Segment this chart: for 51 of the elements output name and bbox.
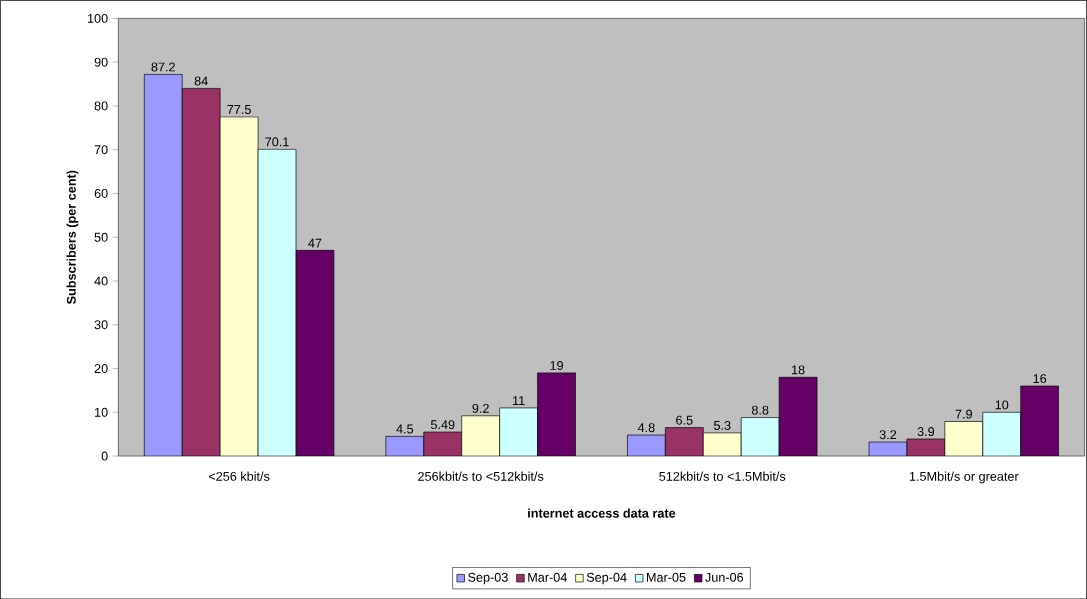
data-label: 87.2 — [151, 62, 175, 72]
legend-label: Mar-05 — [647, 572, 686, 582]
bar — [944, 420, 984, 456]
x-axis-title: internet access data rate — [528, 508, 676, 518]
data-label: 19 — [550, 360, 563, 370]
y-tick-label: 90 — [94, 57, 108, 67]
data-label: 6.5 — [676, 415, 693, 425]
y-tick-label: 0 — [101, 451, 108, 461]
y-tick-label: 60 — [94, 188, 108, 198]
data-label: 47 — [308, 238, 322, 248]
legend-label: Sep-03 — [468, 572, 508, 585]
y-axis-title: Subscribers (per cent) — [66, 170, 79, 304]
bar — [181, 87, 221, 456]
bar — [778, 376, 818, 456]
y-tick-label: 70 — [94, 145, 108, 154]
data-label: 8.8 — [751, 405, 769, 415]
y-tick-label: 80 — [94, 101, 108, 111]
bar — [461, 415, 500, 456]
data-label: 3.2 — [879, 429, 897, 439]
data-label: 11 — [512, 396, 525, 405]
data-label: 3.9 — [917, 426, 935, 436]
x-tick-label: 512kbit/s to <1.5Mbit/s — [659, 471, 786, 481]
data-label: 70.1 — [265, 137, 289, 147]
x-tick-label: 256kbit/s to <512kbit/s — [418, 471, 544, 481]
data-label: 18 — [792, 365, 805, 375]
data-label: 5.3 — [713, 420, 731, 430]
bar — [665, 427, 704, 456]
y-tick-label: 100 — [87, 13, 108, 23]
bar — [219, 116, 259, 456]
legend-label: Jun-06 — [705, 572, 744, 582]
data-label: 84 — [194, 76, 208, 86]
x-tick-label: <256 kbit/s — [208, 471, 270, 481]
y-tick-label: 50 — [94, 232, 108, 242]
legend-label: Mar-04 — [528, 572, 567, 582]
legend-label: Sep-04 — [586, 572, 627, 585]
data-label: 77.5 — [227, 104, 251, 114]
data-label: 4.8 — [637, 422, 655, 432]
bar — [1020, 385, 1059, 456]
y-tick-label: 20 — [94, 363, 108, 373]
x-tick-label: 1.5Mbit/s or greater — [909, 471, 1019, 484]
bar — [537, 372, 576, 456]
data-label: 9.2 — [472, 403, 489, 413]
data-label: 5.49 — [430, 419, 455, 429]
data-label: 10 — [995, 400, 1009, 410]
y-tick-label: 30 — [94, 320, 108, 330]
y-tick-label: 10 — [95, 407, 108, 417]
data-label: 4.5 — [396, 424, 414, 434]
y-tick-label: 40 — [94, 276, 108, 286]
bar — [295, 249, 335, 456]
data-label: 16 — [1033, 373, 1047, 383]
data-label: 7.9 — [955, 409, 973, 419]
